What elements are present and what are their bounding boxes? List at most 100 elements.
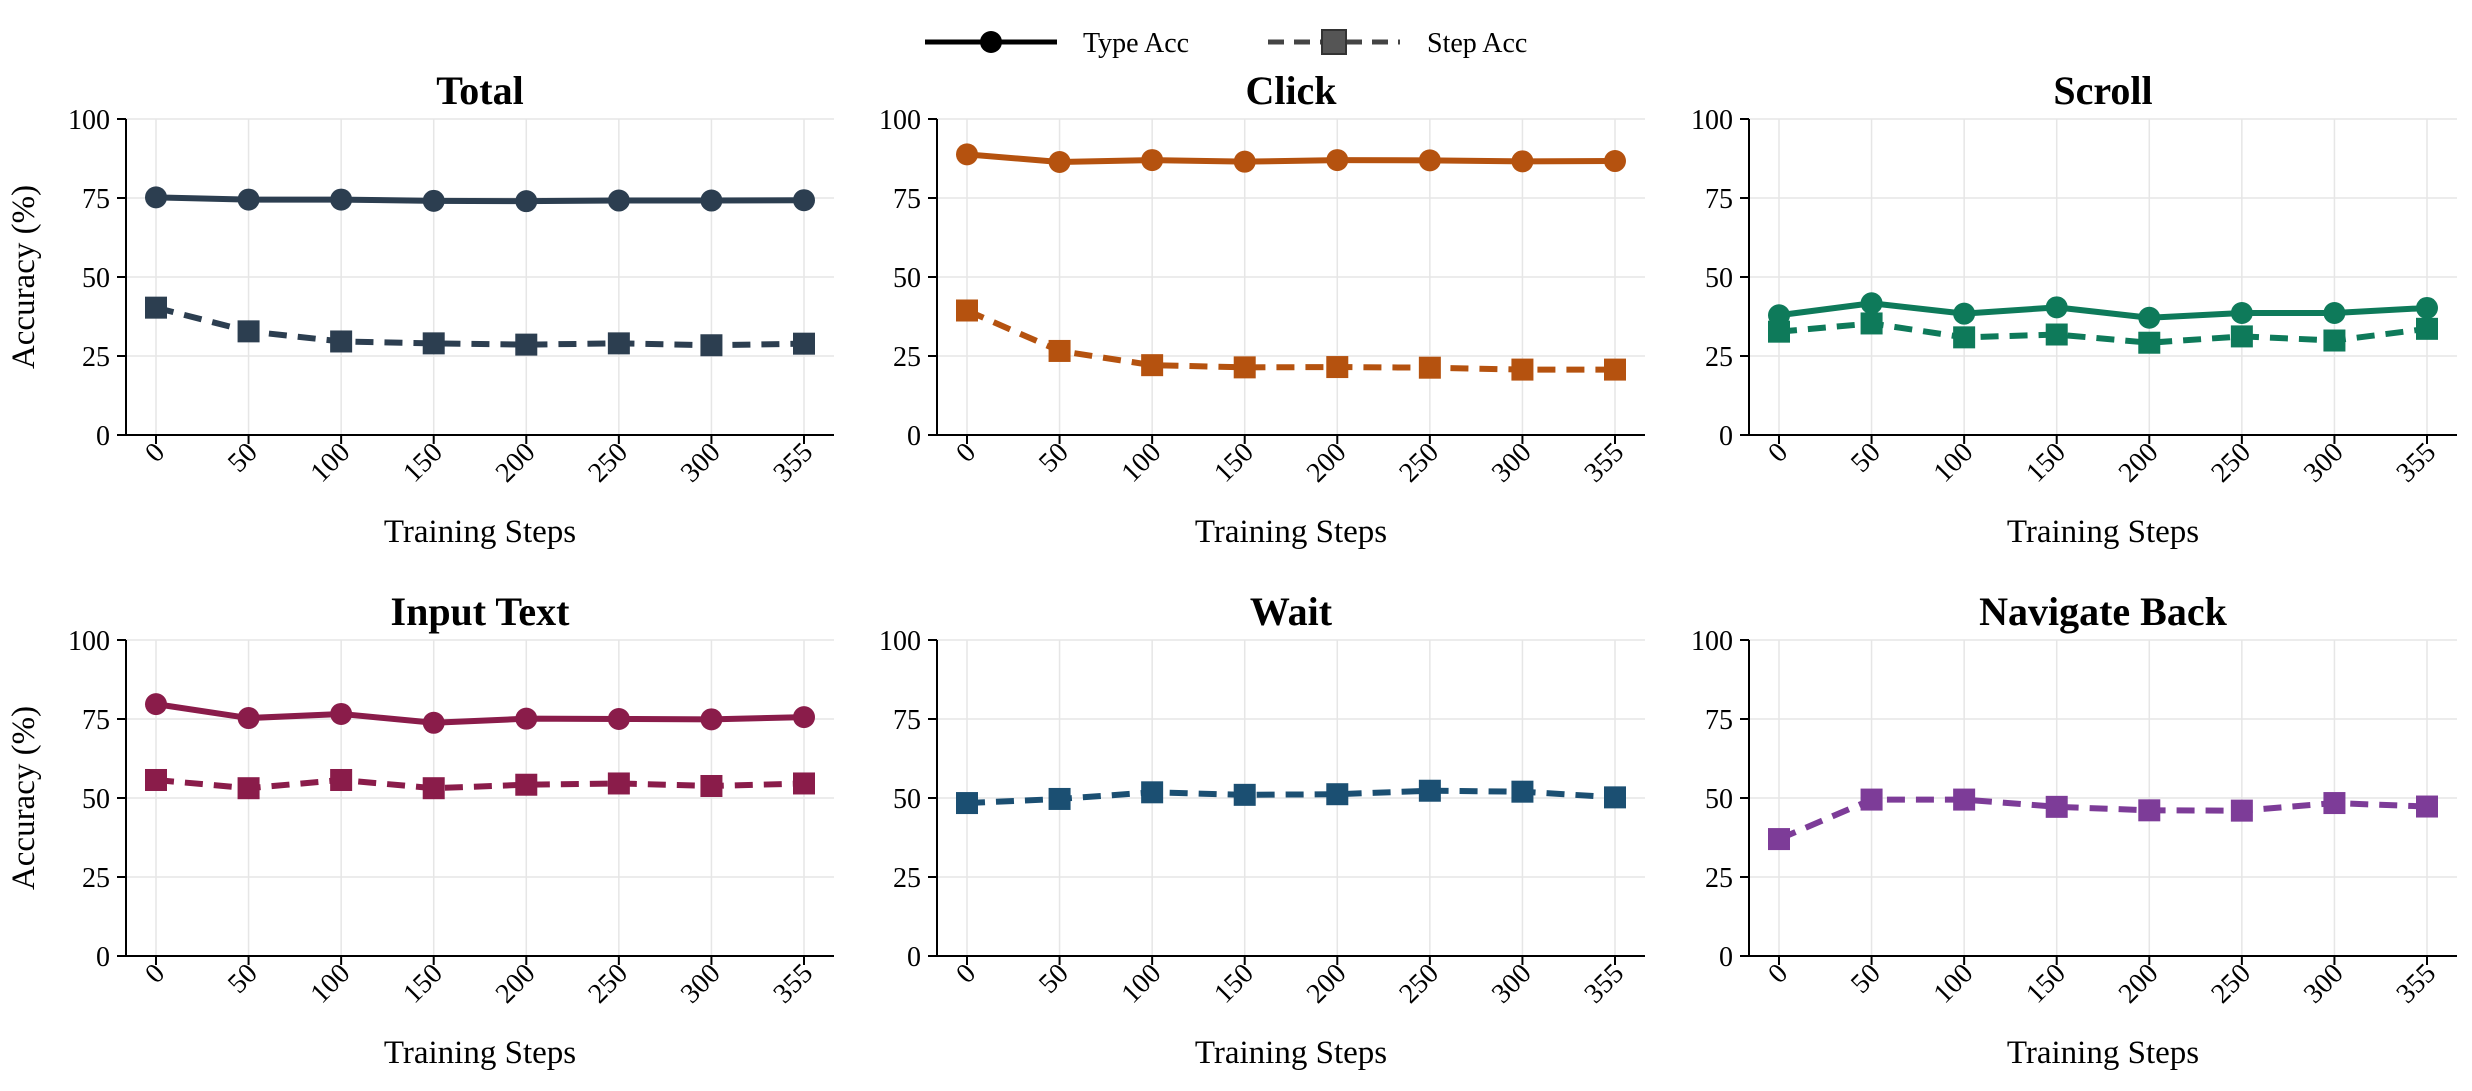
data-point-square [2230, 799, 2253, 822]
data-point-circle [515, 707, 538, 730]
data-point-square [515, 773, 538, 796]
series-line-step-acc [1778, 320, 2428, 346]
data-point-circle [237, 707, 260, 730]
data-point-square [700, 334, 723, 357]
data-point-square [2230, 325, 2253, 348]
y-tick-label: 25 [893, 863, 921, 894]
panel-title: Total [436, 68, 523, 113]
data-point-square [1860, 788, 1883, 811]
x-tick-label: 50 [1033, 437, 1075, 479]
series-step-acc [145, 768, 815, 800]
square-marker-icon [1321, 29, 1347, 55]
x-tick-label: 250 [582, 437, 634, 489]
y-tick-label: 100 [68, 105, 110, 136]
data-point-circle [145, 186, 167, 209]
data-point-square [1048, 339, 1071, 362]
x-tick-label: 150 [1208, 437, 1260, 489]
x-tick-label: 50 [222, 437, 264, 479]
series-line-step-acc [1777, 796, 2428, 842]
x-tick-label: 200 [490, 958, 542, 1010]
x-tick-label: 150 [2020, 958, 2072, 1010]
y-tick-label: 25 [893, 342, 921, 373]
panel-title: Wait [1250, 589, 1333, 634]
data-point-square [2045, 795, 2068, 818]
x-tick-label: 100 [305, 437, 357, 489]
data-point-square [1326, 783, 1349, 806]
y-tick-label: 100 [1691, 626, 1733, 657]
data-point-circle [1418, 149, 1441, 172]
data-point-circle [1953, 302, 1976, 325]
chart-panels: 0 25 50 75 100 0 50 100 150 200 250 300 355 Total Trai… [6, 68, 2457, 1071]
y-tick-label: 50 [1705, 263, 1733, 294]
x-tick-label: 200 [1301, 958, 1353, 1010]
data-point-circle [793, 706, 815, 729]
x-tick-label: 355 [768, 958, 820, 1010]
x-tick-label: 100 [1116, 958, 1168, 1010]
x-axis-label: Training Steps [1195, 514, 1387, 550]
data-point-square [1418, 356, 1441, 379]
legend-label-step-acc: Step Acc [1427, 28, 1527, 59]
series-line-type-acc [155, 701, 805, 726]
data-point-square [1953, 326, 1976, 349]
legend-entry-step-acc: Step Acc [1268, 28, 1527, 59]
series-line-type-acc [1778, 300, 2428, 321]
y-tick-label: 0 [96, 942, 110, 973]
series-step-acc [1768, 312, 2438, 354]
data-point-square [1768, 320, 1790, 343]
y-tick-label: 25 [82, 863, 110, 894]
y-tick-label: 100 [879, 105, 921, 136]
circle-marker-icon [980, 31, 1002, 53]
x-tick-label: 355 [2391, 958, 2443, 1010]
x-tick-label: 50 [1845, 958, 1887, 1000]
x-tick-label: 100 [305, 958, 357, 1010]
data-point-square [1141, 354, 1164, 377]
data-point-circle [2138, 306, 2161, 329]
x-tick-label: 300 [1486, 437, 1538, 489]
data-point-square [515, 333, 538, 356]
panel-title: Navigate Back [1979, 589, 2228, 634]
data-point-square [422, 777, 445, 800]
x-tick-label: 300 [2298, 437, 2350, 489]
series-line-step-acc [966, 787, 1616, 807]
x-axis-label: Training Steps [2007, 514, 2199, 550]
panel-title: Click [1245, 68, 1337, 113]
x-tick-label: 300 [675, 958, 727, 1010]
y-tick-label: 50 [82, 263, 110, 294]
data-point-square [1511, 358, 1534, 381]
panel-title: Input Text [391, 589, 571, 634]
y-tick-label: 75 [82, 184, 110, 215]
y-tick-label: 50 [82, 784, 110, 815]
data-point-square [1768, 828, 1790, 851]
series-line-step-acc [155, 776, 805, 792]
x-tick-label: 250 [2205, 958, 2257, 1010]
y-tick-label: 75 [893, 184, 921, 215]
x-tick-label: 250 [1393, 958, 1445, 1010]
legend: Type Acc Step Acc [925, 28, 1527, 59]
data-point-square [145, 296, 167, 319]
y-axis-label: Accuracy (%) [6, 706, 42, 890]
y-tick-label: 100 [1691, 105, 1733, 136]
data-point-square [2045, 323, 2068, 346]
y-tick-label: 75 [1705, 705, 1733, 736]
x-tick-label: 300 [1486, 958, 1538, 1010]
y-tick-label: 0 [907, 942, 921, 973]
x-tick-label: 150 [2020, 437, 2072, 489]
data-point-square [607, 332, 630, 355]
legend-entry-type-acc: Type Acc [925, 28, 1189, 59]
data-point-square [1141, 781, 1164, 804]
data-point-circle [1604, 150, 1626, 173]
series-line-step-acc [155, 304, 805, 349]
data-point-square [956, 299, 978, 322]
data-point-circle [515, 190, 538, 213]
x-tick-label: 300 [675, 437, 727, 489]
data-point-circle [956, 143, 978, 166]
data-point-square [700, 774, 723, 797]
x-tick-label: 200 [1301, 437, 1353, 489]
series-type-acc [145, 186, 815, 213]
x-tick-label: 200 [2113, 958, 2165, 1010]
data-point-square [793, 772, 815, 795]
y-tick-label: 25 [82, 342, 110, 373]
y-tick-label: 75 [893, 705, 921, 736]
